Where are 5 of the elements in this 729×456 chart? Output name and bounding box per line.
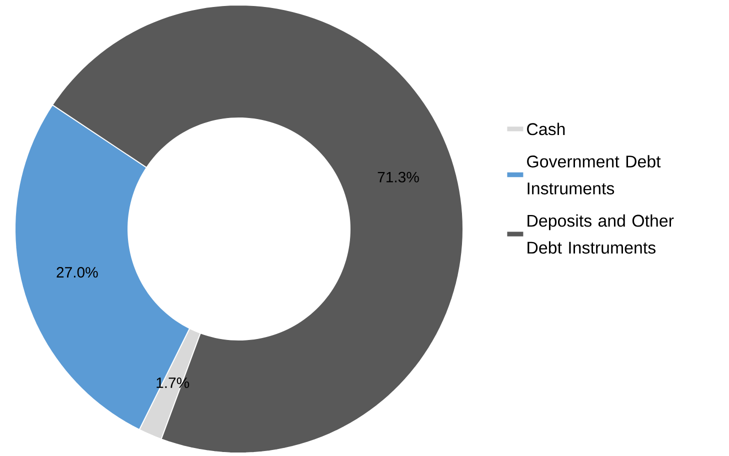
data-label: 71.3% (378, 172, 419, 182)
legend-label: Cash (527, 122, 565, 136)
legend-label: Deposits and Other Debt Instruments (528, 214, 674, 254)
legend-label: Government Debt Instruments (527, 155, 661, 194)
data-label: 27.0% (56, 267, 98, 278)
